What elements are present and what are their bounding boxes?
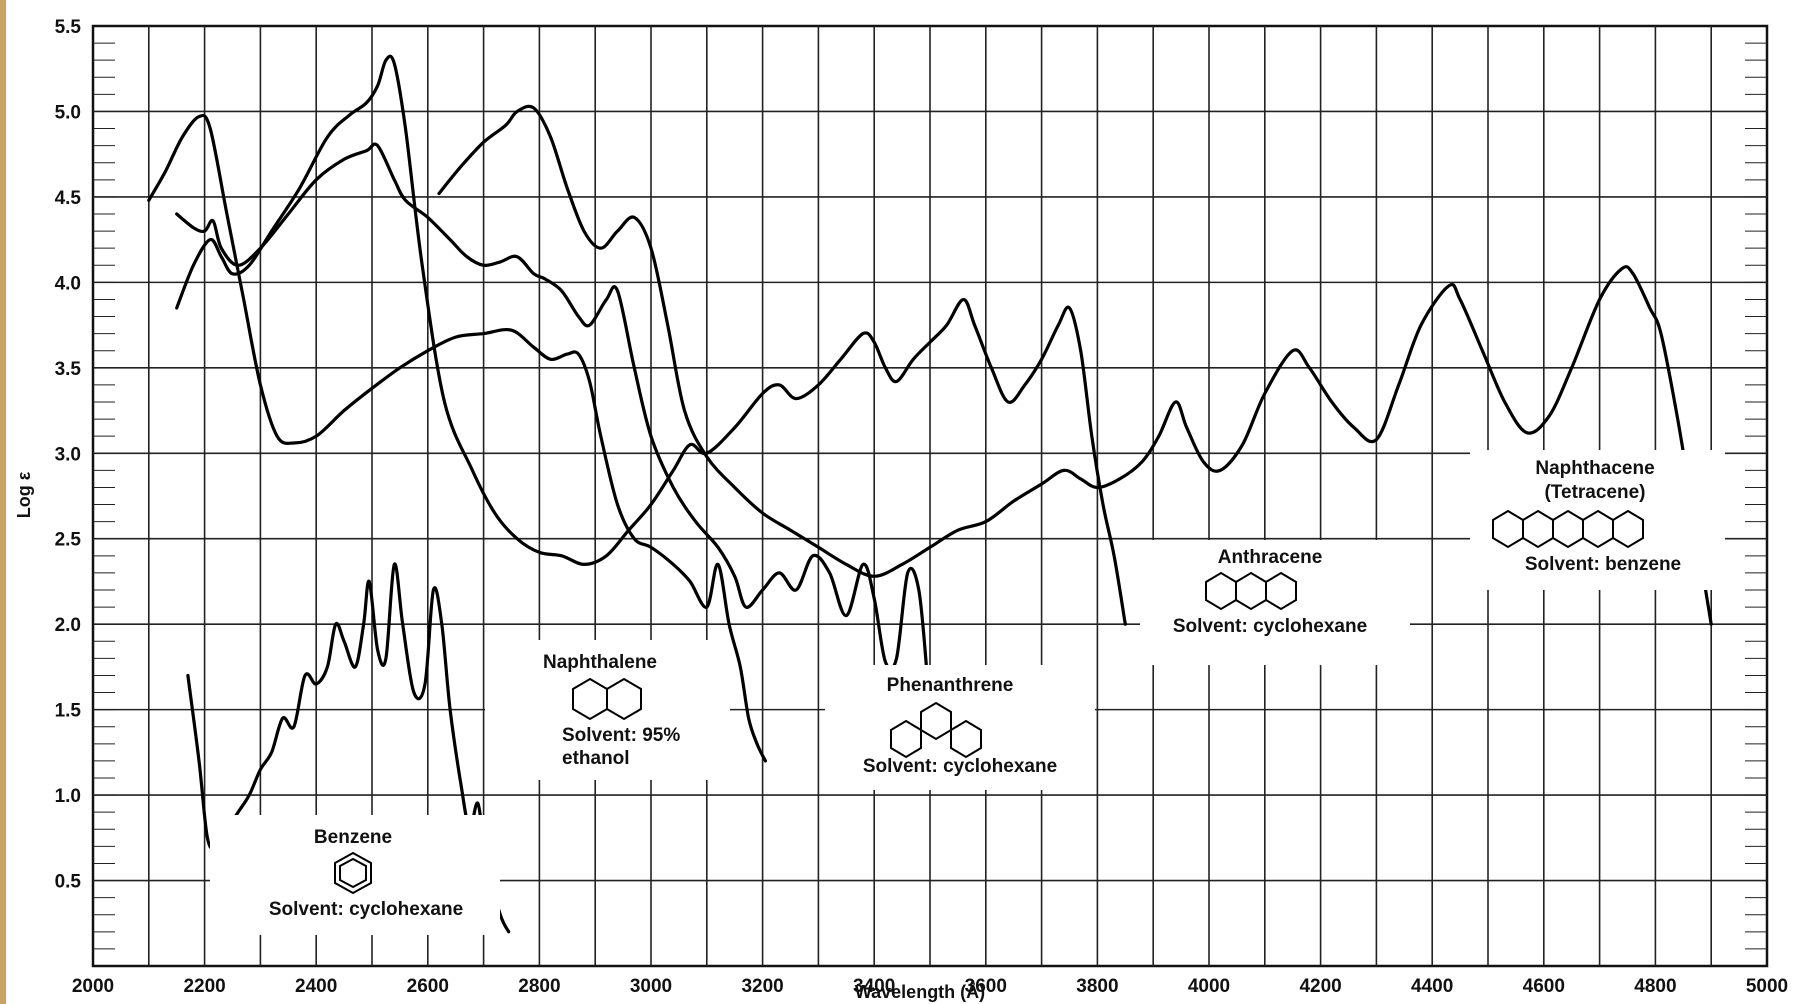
y-tick-label: 4.5 xyxy=(55,188,82,209)
annotation-phenanthrene: Phenanthrene Solvent: cyclohexane xyxy=(825,665,1095,790)
annotation-naphthalene-name: Naphthalene xyxy=(543,652,657,673)
annotation-benzene-name: Benzene xyxy=(314,827,392,848)
series-line-benzene xyxy=(186,562,511,934)
x-tick-label: 4800 xyxy=(1634,976,1676,997)
y-tick-label: 4.0 xyxy=(55,273,81,294)
x-tick-label: 5000 xyxy=(1746,976,1788,997)
tick-label-layer: 2000 2200 2400 2600 2800 3000 3200 3400 3600 3800… xyxy=(55,17,1789,997)
annotation-naphthalene: Naphthalene Solvent: 95% ethanol xyxy=(485,640,730,780)
x-tick-label: 2400 xyxy=(295,976,337,997)
x-tick-label: 2200 xyxy=(183,976,225,997)
annotation-benzene-solvent: Solvent: cyclohexane xyxy=(269,899,463,920)
y-tick-label: 3.0 xyxy=(55,444,81,465)
y-tick-label: 5.5 xyxy=(55,17,82,38)
x-tick-label: 3000 xyxy=(630,976,672,997)
y-tick-label: 1.0 xyxy=(55,786,81,807)
annotation-anthracene-name: Anthracene xyxy=(1218,547,1323,568)
x-tick-label: 3600 xyxy=(965,976,1007,997)
annotation-anthracene: Anthracene Solvent: cyclohexane xyxy=(1140,540,1410,665)
y-tick-label: 2.5 xyxy=(55,530,82,551)
phenanthrene-structure-icon xyxy=(890,701,982,759)
annotation-naphthalene-solvent-2: ethanol xyxy=(562,748,630,769)
y-tick-label: 0.5 xyxy=(55,872,82,893)
series-layer xyxy=(147,54,1713,934)
annotation-layer: Benzene Solvent: cyclohexane Naphthalene… xyxy=(210,450,1725,935)
naphthacene-structure-icon xyxy=(1492,509,1644,549)
annotation-benzene-bg xyxy=(210,815,500,935)
x-tick-label: 2600 xyxy=(407,976,449,997)
annotation-naphthacene-solvent: Solvent: benzene xyxy=(1525,554,1681,575)
annotation-anthracene-bg xyxy=(1140,540,1410,665)
x-tick-label: 2000 xyxy=(72,976,114,997)
annotation-phenanthrene-bg xyxy=(825,665,1095,790)
annotation-naphthacene-name-2: (Tetracene) xyxy=(1544,482,1645,503)
y-axis-title: Log ε xyxy=(14,471,34,518)
annotation-naphthalene-solvent: Solvent: 95% xyxy=(562,725,680,746)
annotation-benzene: Benzene Solvent: cyclohexane xyxy=(210,815,500,935)
annotation-naphthacene: Naphthacene (Tetracene) Solvent: benzene xyxy=(1470,450,1725,590)
grid-layer xyxy=(91,24,1769,968)
x-tick-label: 4000 xyxy=(1188,976,1230,997)
x-tick-label: 4400 xyxy=(1411,976,1453,997)
x-axis-title: Wavelength (Å) xyxy=(855,982,985,1002)
y-tick-label: 5.0 xyxy=(55,102,81,123)
series-line-naphthacene-tetracene xyxy=(437,104,1713,626)
anthracene-structure-icon xyxy=(1205,571,1297,611)
x-tick-label: 3200 xyxy=(741,976,783,997)
x-tick-label: 4600 xyxy=(1523,976,1565,997)
x-tick-label: 3800 xyxy=(1076,976,1118,997)
left-border-strip xyxy=(0,0,6,1004)
y-tick-label: 3.5 xyxy=(55,359,82,380)
annotation-phenanthrene-name: Phenanthrene xyxy=(887,675,1014,696)
x-tick-label: 2800 xyxy=(518,976,560,997)
x-tick-label: 4200 xyxy=(1299,976,1341,997)
annotation-phenanthrene-solvent: Solvent: cyclohexane xyxy=(863,756,1057,777)
annotation-naphthacene-name: Naphthacene xyxy=(1535,458,1654,479)
series-line-phenanthrene xyxy=(175,142,929,678)
annotation-naphthacene-bg xyxy=(1470,450,1725,590)
naphthalene-structure-icon xyxy=(572,677,642,721)
x-tick-label: 3400 xyxy=(853,976,895,997)
series-line-anthracene xyxy=(175,54,1127,626)
y-tick-label: 1.5 xyxy=(55,701,82,722)
benzene-structure-icon xyxy=(334,851,372,895)
y-tick-label: 2.0 xyxy=(55,615,81,636)
series-line-naphthalene xyxy=(147,113,767,763)
annotation-anthracene-solvent: Solvent: cyclohexane xyxy=(1173,616,1367,637)
